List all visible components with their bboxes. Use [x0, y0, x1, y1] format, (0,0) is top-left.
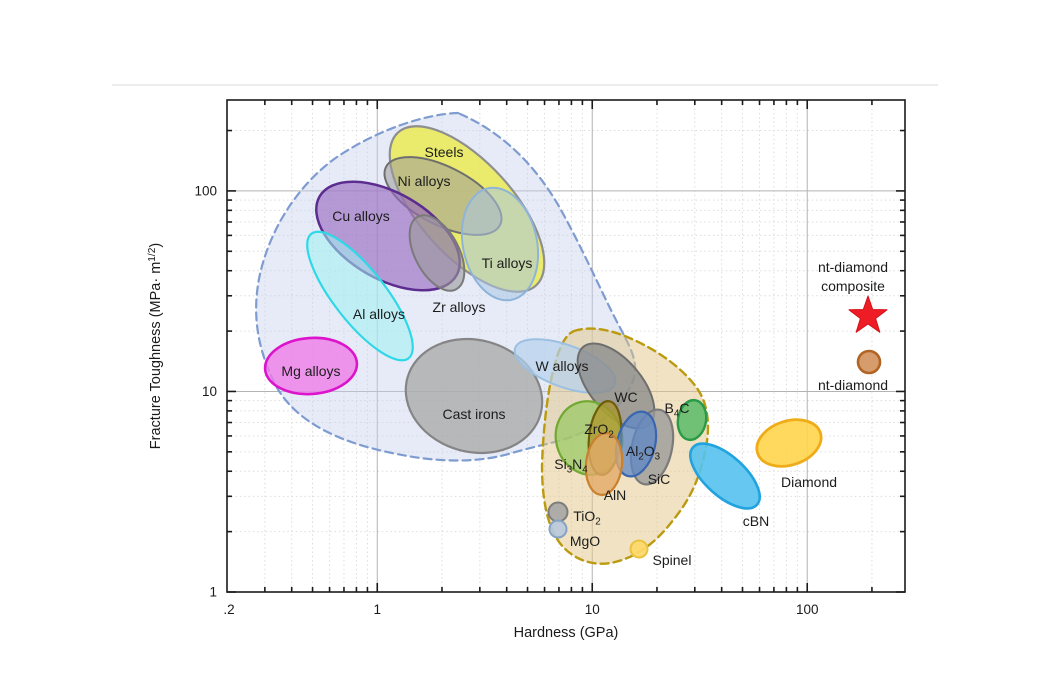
material-label-mg-alloys: Mg alloys: [281, 363, 340, 379]
material-label-ti-alloys: Ti alloys: [482, 255, 533, 271]
material-label-tio2: TiO2: [573, 508, 601, 528]
material-label-cast-irons: Cast irons: [442, 406, 505, 422]
material-label-aln: AlN: [604, 487, 627, 503]
material-marker-nt-diamond-composite: [848, 295, 888, 333]
material-label-ni-alloys: Ni alloys: [398, 173, 451, 189]
material-diamond: [755, 418, 823, 468]
y-tick-label: 1: [209, 585, 217, 600]
y-tick-label: 100: [194, 183, 217, 198]
x-tick-label: 100: [796, 602, 819, 617]
x-axis-title: Hardness (GPa): [514, 625, 619, 641]
y-axis-title: Fracture Toughness (MPa· m1/2): [147, 243, 164, 449]
material-label-zro2: ZrO2: [584, 421, 614, 441]
material-zr-alloys: [408, 214, 466, 292]
material-label-nt-diamond: nt-diamond: [818, 259, 888, 275]
material-label-mgo: MgO: [570, 533, 600, 549]
material-label-nt-diamond: nt-diamond: [818, 377, 888, 393]
material-aln: [584, 432, 624, 496]
material-label-spinel: Spinel: [653, 552, 692, 568]
material-label-steels: Steels: [425, 144, 464, 160]
material-cbn: [689, 442, 761, 510]
x-tick-label: 1: [374, 602, 382, 617]
material-label-zr-alloys: Zr alloys: [433, 299, 486, 315]
material-label-w-alloys: W alloys: [536, 358, 589, 374]
material-label-cbn: cBN: [743, 513, 769, 529]
material-mg-alloys: [263, 336, 359, 396]
material-label-si3n4: Si3N4: [554, 456, 588, 476]
material-label-composite: composite: [821, 278, 885, 294]
material-nt-diamond: [856, 349, 882, 375]
material-label-al-alloys: Al alloys: [353, 306, 405, 322]
plot-frame: [226, 99, 906, 593]
material-mgo: [548, 519, 568, 539]
material-b4c: [676, 398, 708, 442]
material-label-b4c: B4C: [665, 400, 690, 420]
material-spinel: [629, 539, 649, 559]
x-tick-label-edge: .2: [223, 602, 234, 617]
material-label-al2o3: Al2O3: [626, 443, 661, 463]
material-label-sic: SiC: [648, 471, 671, 487]
material-label-diamond: Diamond: [781, 474, 837, 490]
x-tick-label: 10: [585, 602, 600, 617]
material-cast-irons: [404, 337, 544, 455]
y-tick-label: 10: [202, 384, 217, 399]
material-label-wc: WC: [614, 389, 637, 405]
material-al-alloys: [306, 230, 414, 362]
material-tio2: [547, 501, 569, 523]
material-ti-alloys: [460, 186, 540, 302]
material-label-cu-alloys: Cu alloys: [332, 208, 390, 224]
